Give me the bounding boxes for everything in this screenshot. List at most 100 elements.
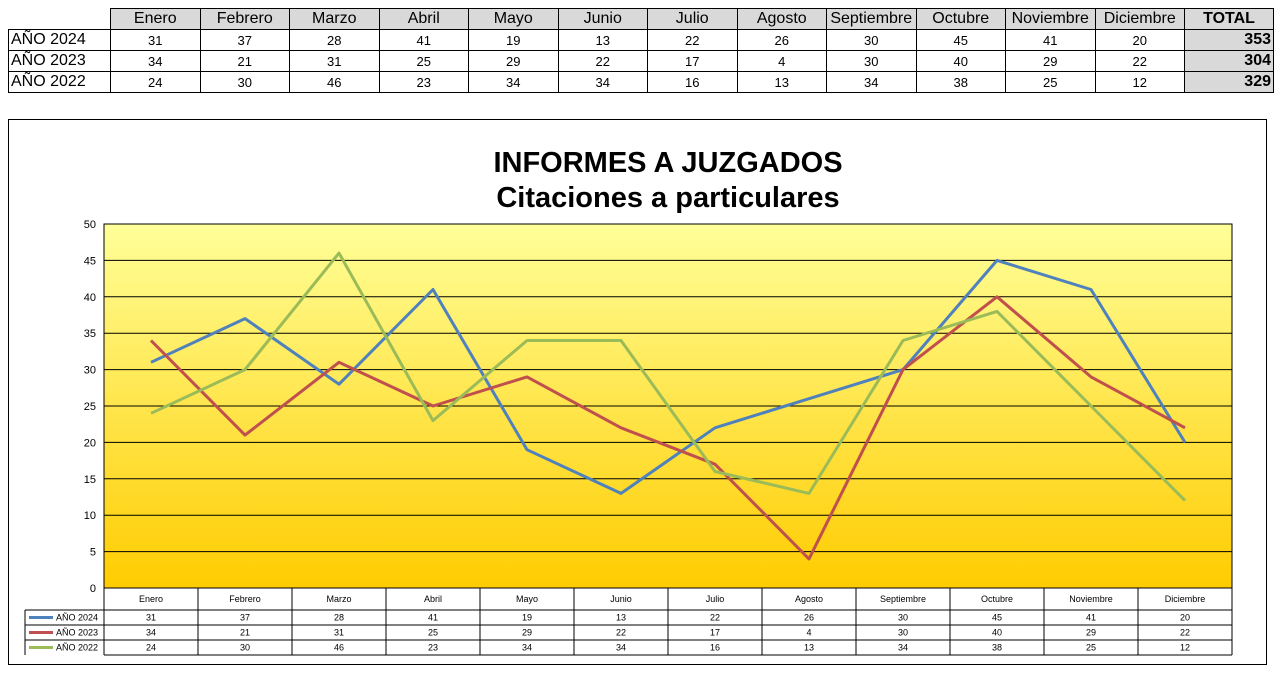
y-tick-label: 45: [84, 255, 96, 267]
row-label: AÑO 2024: [8, 29, 111, 51]
value-cell: 26: [736, 29, 827, 51]
legend-label: AÑO 2023: [56, 628, 98, 638]
y-tick-label: 20: [84, 437, 96, 449]
month-header: Octubre: [915, 8, 1006, 30]
value-cell: 25: [1005, 71, 1096, 93]
chart-subtitle: Citaciones a particulares: [496, 182, 839, 214]
data-table-value: 22: [1180, 628, 1190, 638]
chart-title: INFORMES A JUZGADOS: [493, 147, 842, 179]
value-cell: 29: [468, 50, 559, 72]
month-header: Noviembre: [1005, 8, 1096, 30]
value-cell: 46: [289, 71, 380, 93]
x-tick-label: Noviembre: [1069, 594, 1113, 604]
value-cell: 24: [110, 71, 201, 93]
data-table-value: 28: [334, 613, 344, 623]
value-cell: 41: [1005, 29, 1096, 51]
chart-area: INFORMES A JUZGADOS Citaciones a particu…: [8, 119, 1267, 665]
x-tick-label: Septiembre: [880, 594, 926, 604]
line-chart: INFORMES A JUZGADOS Citaciones a particu…: [24, 147, 1233, 656]
x-tick-label: Marzo: [326, 594, 351, 604]
value-cell: 21: [199, 50, 290, 72]
month-header: Abril: [378, 8, 469, 30]
y-tick-label: 30: [84, 365, 96, 377]
data-table-value: 30: [898, 628, 908, 638]
table-row: AÑO 2023 34 21 31 25 29 22 17 4 30 40 29…: [8, 50, 1274, 72]
data-table-value: 16: [710, 643, 720, 653]
y-tick-label: 50: [84, 219, 96, 231]
month-header: Mayo: [468, 8, 559, 30]
x-tick-label: Octubre: [981, 594, 1013, 604]
data-table-value: 24: [146, 643, 156, 653]
value-cell: 17: [647, 50, 738, 72]
x-tick-label: Mayo: [516, 594, 538, 604]
data-table-value: 46: [334, 643, 344, 653]
data-table-value: 34: [616, 643, 626, 653]
x-tick-label: Agosto: [795, 594, 823, 604]
value-cell: 22: [557, 50, 648, 72]
month-header: Enero: [110, 8, 201, 30]
data-table-top: Enero Febrero Marzo Abril Mayo Junio Jul…: [8, 8, 1274, 93]
data-table-value: 34: [146, 628, 156, 638]
value-cell: 38: [915, 71, 1006, 93]
row-label: AÑO 2023: [8, 50, 111, 72]
data-table-value: 20: [1180, 613, 1190, 623]
month-header: Junio: [557, 8, 648, 30]
value-cell: 23: [378, 71, 469, 93]
y-tick-label: 0: [90, 583, 96, 595]
month-header: Marzo: [289, 8, 380, 30]
value-cell: 37: [199, 29, 290, 51]
value-cell: 34: [826, 71, 917, 93]
data-table-value: 13: [616, 613, 626, 623]
value-cell: 19: [468, 29, 559, 51]
data-table-value: 31: [146, 613, 156, 623]
value-cell: 28: [289, 29, 380, 51]
data-table-value: 40: [992, 628, 1002, 638]
data-table-value: 30: [240, 643, 250, 653]
value-cell: 13: [557, 29, 648, 51]
table-row: AÑO 2022 24 30 46 23 34 34 16 13 34 38 2…: [8, 71, 1274, 93]
y-tick-label: 10: [84, 510, 96, 522]
value-cell: 30: [826, 50, 917, 72]
month-header: Julio: [647, 8, 738, 30]
data-table-value: 38: [992, 643, 1002, 653]
value-cell: 45: [915, 29, 1006, 51]
table-row: AÑO 2024 31 37 28 41 19 13 22 26 30 45 4…: [8, 29, 1274, 51]
x-tick-label: Julio: [706, 594, 725, 604]
y-tick-label: 15: [84, 474, 96, 486]
data-table-value: 25: [428, 628, 438, 638]
data-table-value: 4: [806, 628, 811, 638]
data-table-value: 41: [1086, 613, 1096, 623]
value-cell: 13: [736, 71, 827, 93]
value-cell: 25: [378, 50, 469, 72]
data-table-value: 23: [428, 643, 438, 653]
data-table-value: 41: [428, 613, 438, 623]
value-cell: 30: [826, 29, 917, 51]
value-cell: 4: [736, 50, 827, 72]
total-cell: 353: [1184, 29, 1274, 51]
month-header: Septiembre: [826, 8, 917, 30]
y-tick-label: 35: [84, 328, 96, 340]
data-table-value: 21: [240, 628, 250, 638]
series-line: [150, 251, 1187, 502]
data-table-value: 13: [804, 643, 814, 653]
data-table-value: 31: [334, 628, 344, 638]
total-cell: 329: [1184, 71, 1274, 93]
total-cell: 304: [1184, 50, 1274, 72]
value-cell: 34: [468, 71, 559, 93]
value-cell: 40: [915, 50, 1006, 72]
month-header: Diciembre: [1094, 8, 1185, 30]
x-tick-label: Abril: [424, 594, 442, 604]
value-cell: 12: [1094, 71, 1185, 93]
value-cell: 31: [289, 50, 380, 72]
value-cell: 30: [199, 71, 290, 93]
series-line: [149, 295, 1186, 561]
value-cell: 29: [1005, 50, 1096, 72]
data-table-value: 37: [240, 613, 250, 623]
total-header: TOTAL: [1184, 8, 1274, 30]
x-tick-label: Diciembre: [1165, 594, 1206, 604]
data-table-value: 29: [1086, 628, 1096, 638]
value-cell: 16: [647, 71, 738, 93]
y-tick-label: 40: [84, 292, 96, 304]
legend-label: AÑO 2024: [56, 613, 98, 623]
data-table-value: 19: [522, 613, 532, 623]
